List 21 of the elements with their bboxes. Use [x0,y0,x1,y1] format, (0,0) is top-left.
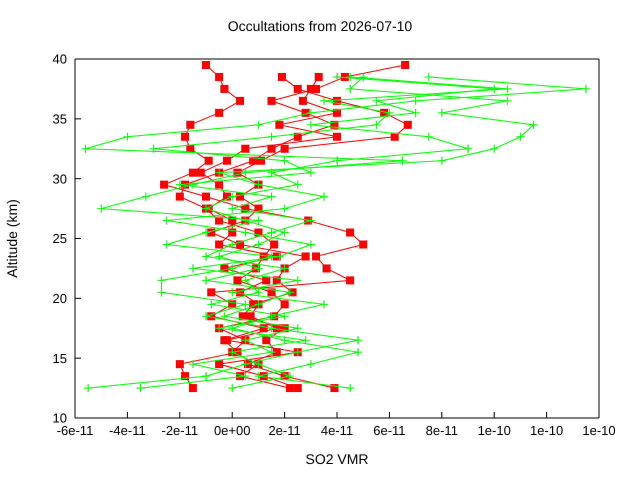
x-tick-label: -6e-11 [56,423,94,438]
y-axis-title: Altitude (km) [4,199,20,278]
x-tick-label: 1e-10 [478,423,511,438]
x-tick-label: 1e-10 [582,423,616,438]
y-tick-label: 35 [52,111,67,126]
x-tick-label: 8e-11 [426,423,458,438]
x-tick-label: 2e-11 [268,423,301,438]
x-tick-label: 1e-10 [530,423,564,438]
x-tick-label: -2e-11 [161,423,198,438]
x-tick-label: -4e-11 [109,423,146,438]
y-tick-label: 15 [52,350,67,366]
y-tick-label: 30 [52,171,67,186]
y-tick-label: 20 [52,290,67,306]
x-tick-label: 0e+00 [214,423,250,438]
y-tick-label: 40 [52,52,67,67]
y-tick-label: 25 [52,231,67,246]
x-tick-label: 4e-11 [320,423,354,438]
x-tick-label: 6e-11 [373,423,406,438]
chart-title: Occultations from 2026-07-10 [226,18,414,34]
y-tick-label: 10 [52,410,67,426]
x-axis-title: SO2 VMR [305,451,369,467]
